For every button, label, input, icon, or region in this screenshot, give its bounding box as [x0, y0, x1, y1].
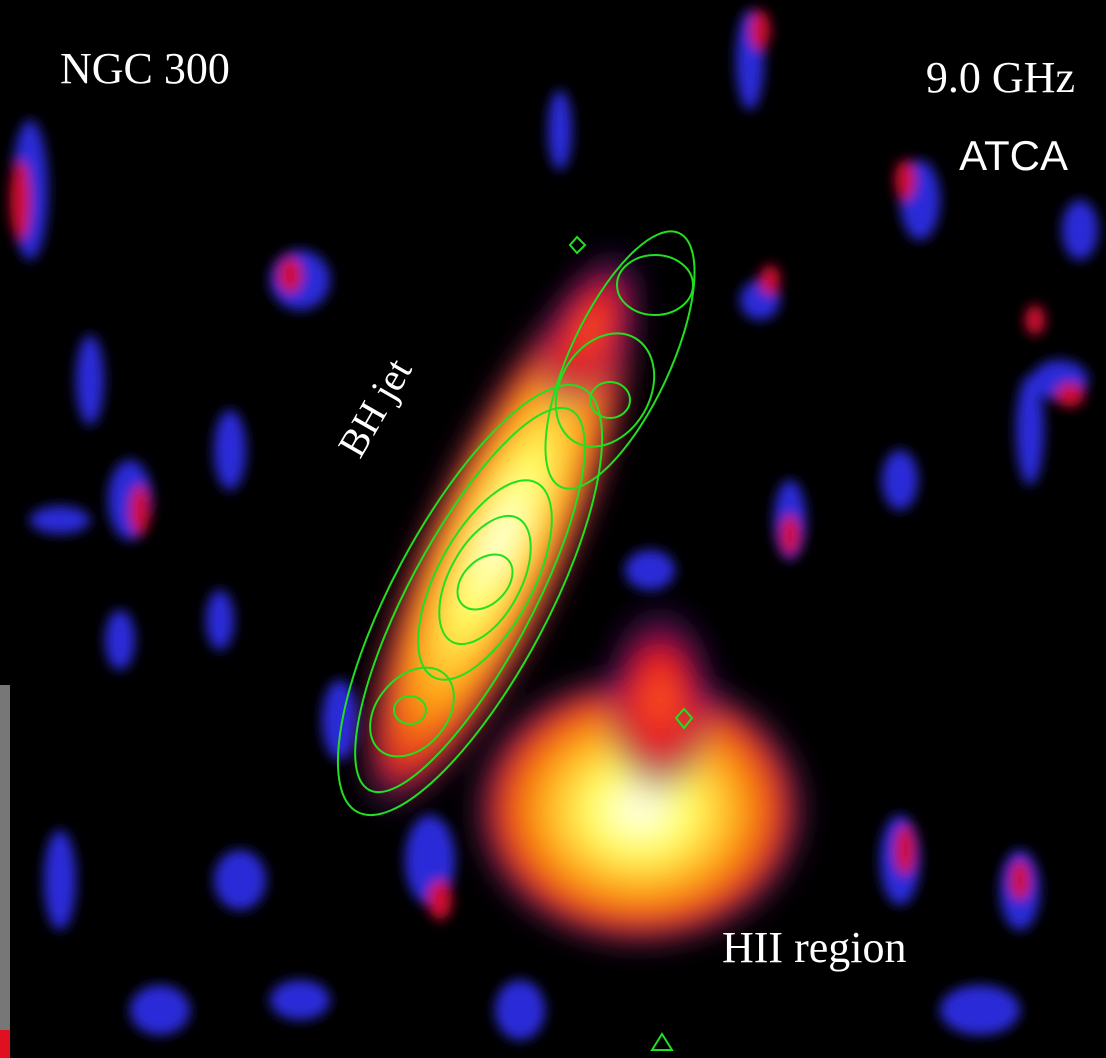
telescope-label: ATCA — [959, 132, 1068, 179]
page: NGC 300 9.0 GHz ATCA BH jet HII region (… — [0, 0, 1106, 1058]
edge-strip-red — [0, 1030, 10, 1058]
region-label: HII region — [722, 923, 907, 972]
frequency-label: 9.0 GHz — [926, 53, 1075, 102]
target-label: NGC 300 — [60, 44, 230, 93]
edge-strip — [0, 685, 10, 1030]
radio-map: NGC 300 9.0 GHz ATCA BH jet HII region — [0, 0, 1106, 1058]
